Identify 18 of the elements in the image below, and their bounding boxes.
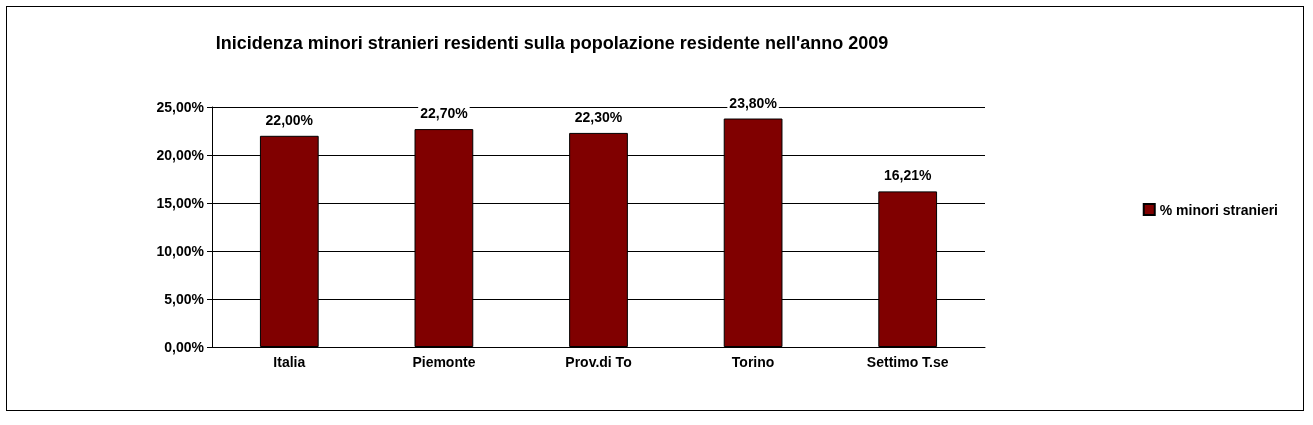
y-tick-label: 10,00% [156, 243, 205, 259]
y-tick-label: 15,00% [156, 195, 205, 211]
y-tick-label: 25,00% [156, 99, 205, 115]
x-tick-label: Piemonte [412, 354, 476, 370]
data-label: 23,80% [729, 94, 778, 111]
legend-label: % minori stranieri [1159, 201, 1279, 218]
x-tick-label: Torino [731, 354, 775, 370]
chart-title: Inicidenza minori stranieri residenti sulla popolazione residente nell'anno 2009 [215, 33, 889, 53]
y-tick-label: 0,00% [164, 339, 205, 355]
x-tick-label: Settimo T.se [866, 354, 949, 370]
x-tick-label: Italia [273, 354, 306, 370]
data-label: 22,00% [265, 111, 314, 128]
data-label: 16,21% [883, 167, 932, 184]
data-label: 22,30% [574, 108, 623, 125]
y-tick-label: 20,00% [156, 147, 205, 163]
x-tick-label: Prov.di To [565, 354, 632, 370]
data-label: 22,70% [420, 105, 469, 122]
y-tick-label: 5,00% [164, 291, 205, 307]
